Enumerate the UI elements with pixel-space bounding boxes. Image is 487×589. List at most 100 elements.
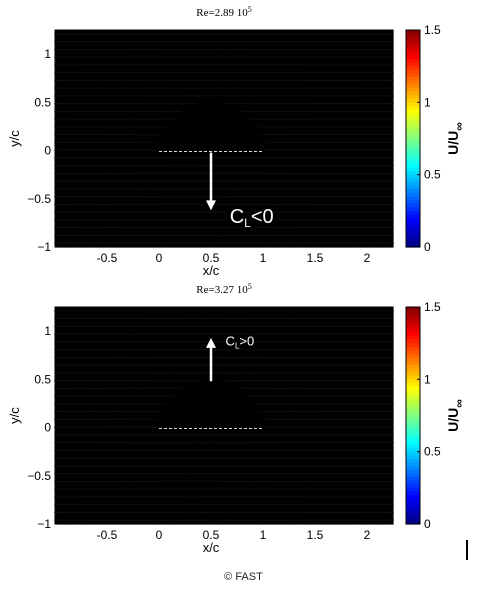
heatmap-cell [81,451,87,458]
heatmap-cell [335,165,342,171]
heatmap-cell [86,179,92,185]
heatmap-cell [138,222,144,229]
heatmap-cell [367,92,373,99]
heatmap-cell [195,237,202,243]
heatmap-cell [101,514,108,520]
heatmap-cell [346,169,352,176]
heatmap-cell [252,155,259,161]
velocity-vector [130,203,141,205]
heatmap-cell [101,374,108,380]
heatmap-cell [70,218,77,224]
heatmap-cell [382,179,389,185]
heatmap-cell [65,174,72,181]
heatmap-cell [205,184,212,190]
heatmap-cell [304,198,311,205]
heatmap-cell [195,63,202,70]
heatmap-cell [70,150,77,156]
heatmap-cell [112,63,118,70]
heatmap-cell [143,519,150,525]
heatmap-cell [96,364,103,371]
heatmap-cell [382,198,389,205]
heatmap-cell [377,63,384,70]
heatmap-cell [70,131,77,137]
heatmap-cell [65,237,72,243]
heatmap-cell [81,227,87,234]
heatmap-cell [361,136,368,142]
heatmap-cell [127,44,134,50]
heatmap-cell [143,398,150,405]
heatmap-cell [273,150,280,156]
heatmap-cell [268,34,274,41]
heatmap-cell [81,198,87,205]
heatmap-cell [117,169,124,176]
heatmap-cell [101,335,108,342]
heatmap-cell [96,311,103,318]
heatmap-cell [70,495,77,501]
heatmap-cell [309,189,316,195]
heatmap-cell [263,160,269,166]
heatmap-cell [60,514,66,520]
heatmap-cell [315,68,321,74]
heatmap-cell [179,222,186,229]
heatmap-cell [65,485,72,491]
heatmap-cell [107,422,113,429]
heatmap-cell [221,198,228,205]
heatmap-cell [117,504,124,511]
heatmap-cell [127,145,134,152]
heatmap-cell [289,58,295,65]
heatmap-cell [117,379,124,385]
heatmap-cell [247,174,254,181]
heatmap-cell [127,169,134,176]
heatmap-cell [138,150,144,156]
heatmap-cell [190,174,196,181]
heatmap-cell [242,184,248,190]
heatmap-cell [143,203,150,210]
heatmap-cell [205,203,212,210]
heatmap-cell [138,456,144,462]
heatmap-cell [70,126,77,132]
heatmap-cell [65,145,72,152]
heatmap-cell [148,495,155,501]
heatmap-cell [101,388,108,395]
heatmap-cell [304,44,311,50]
heatmap-cell [75,169,82,176]
heatmap-cell [164,169,170,176]
heatmap-cell [153,111,160,118]
heatmap-cell [153,155,160,161]
heatmap-cell [86,437,92,443]
heatmap-cell [60,169,66,176]
velocity-vector [214,95,225,97]
heatmap-cell [185,227,191,234]
heatmap-cell [148,83,155,89]
heatmap-cell [372,58,378,65]
lift-label-main: C [230,206,244,228]
heatmap-cell [112,160,118,166]
heatmap-cell [96,136,103,142]
heatmap-cell [185,44,191,50]
heatmap-cell [107,121,113,128]
heatmap-cell [75,466,82,472]
velocity-vector [155,180,166,183]
heatmap-cell [351,179,358,185]
heatmap-cell [159,222,165,229]
heatmap-cell [107,398,113,405]
heatmap-cell [320,184,326,190]
heatmap-cell [60,165,66,171]
heatmap-cell [221,155,228,161]
heatmap-cell [107,58,113,65]
heatmap-cell [133,485,139,491]
heatmap-cell [153,44,160,50]
heatmap-cell [200,227,207,234]
heatmap-cell [299,218,306,224]
heatmap-cell [70,451,77,458]
heatmap-cell [190,189,196,195]
heatmap-cell [190,227,196,234]
heatmap-cell [216,237,222,243]
heatmap-cell [341,218,347,224]
velocity-vector [248,196,259,198]
heatmap-cell [117,413,124,419]
heatmap-cell [91,519,98,525]
heatmap-cell [211,39,217,46]
heatmap-cell [179,150,186,156]
heatmap-cell [237,39,243,46]
